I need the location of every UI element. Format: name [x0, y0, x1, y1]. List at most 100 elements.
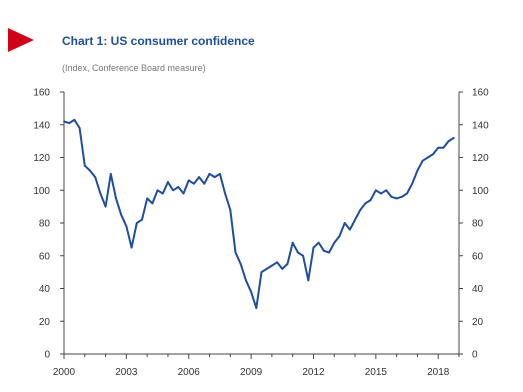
series-point [307, 279, 310, 282]
x-tick-label: 2006 [178, 367, 201, 378]
y-tick-label-left: 20 [39, 317, 51, 328]
y-tick-label-right: 160 [472, 88, 489, 99]
series-point [328, 251, 330, 254]
x-tick-label: 2012 [302, 367, 325, 378]
y-axis-right: 0 20 40 60 80 100 120 140 160 [459, 88, 489, 361]
series-point [239, 263, 242, 265]
series-point [359, 209, 362, 211]
series-point [255, 307, 258, 310]
series-point [177, 186, 180, 188]
series-point [432, 153, 434, 156]
x-axis: 2000 2003 2006 2009 2012 2015 2018 [53, 354, 460, 378]
series-point [260, 271, 263, 274]
series-point [120, 213, 123, 216]
series-point [161, 192, 164, 195]
series-line [63, 118, 455, 310]
series-point [172, 189, 175, 192]
series-point [229, 209, 232, 211]
series-point [99, 192, 102, 195]
y-tick-label-left: 80 [39, 219, 51, 230]
series-point [104, 205, 107, 208]
y-tick-label-right: 40 [472, 284, 484, 295]
series-point [213, 176, 216, 179]
series-point [63, 120, 65, 123]
y-tick-label-right: 100 [472, 186, 489, 197]
x-tick-label: 2018 [427, 367, 450, 378]
y-tick-label-right: 0 [472, 350, 478, 361]
series-point [400, 195, 403, 198]
series-point [135, 222, 138, 224]
series-point [146, 197, 149, 200]
series-point [338, 235, 341, 238]
series-point [245, 279, 247, 282]
series-point [234, 251, 237, 254]
y-axis-left: 0 20 40 60 80 100 120 140 160 [33, 88, 64, 361]
x-tick-label: 2009 [240, 367, 263, 378]
y-tick-label-left: 100 [33, 186, 50, 197]
series-point [421, 159, 424, 162]
series-point [167, 181, 169, 183]
series-point [317, 241, 320, 244]
series-point [395, 197, 398, 200]
series-point [406, 192, 408, 195]
series-point [281, 267, 284, 270]
series-point [224, 192, 227, 195]
series-point [343, 222, 346, 224]
series-point [390, 195, 393, 198]
series-point [354, 218, 356, 221]
series-point [380, 192, 382, 195]
series-point [296, 251, 299, 254]
series-point [125, 225, 128, 228]
y-tick-label-left: 60 [39, 251, 51, 262]
series-point [322, 249, 325, 252]
chart-axes [63, 92, 460, 355]
series-point [68, 122, 71, 125]
series-point [437, 146, 440, 149]
series-point [302, 254, 304, 257]
series-point [198, 176, 201, 179]
series-point [364, 202, 367, 205]
series-point [426, 156, 429, 159]
chart-title: Chart 1: US consumer confidence [62, 34, 255, 48]
x-tick-label: 2003 [115, 367, 138, 378]
title-marker-icon [8, 28, 34, 52]
y-tick-label-left: 120 [33, 153, 50, 164]
series-point [442, 146, 445, 149]
series-point [109, 172, 112, 175]
y-tick-label-left: 140 [33, 120, 50, 131]
series-point [369, 199, 372, 201]
x-tick-label: 2000 [53, 367, 76, 378]
series-point [348, 228, 351, 231]
series-point [182, 192, 185, 195]
series-point [312, 246, 315, 249]
series-point [94, 176, 97, 179]
series-point [203, 182, 206, 185]
series-group [63, 118, 455, 310]
series-point [89, 169, 91, 172]
series-point [447, 140, 450, 143]
series-point [156, 189, 159, 192]
series-point [151, 202, 154, 205]
y-tick-label-right: 60 [472, 251, 484, 262]
series-point [115, 197, 117, 200]
series-point [193, 182, 195, 185]
series-point [73, 118, 76, 121]
series-point [187, 179, 190, 182]
series-point [130, 246, 133, 249]
y-tick-label-left: 40 [39, 284, 51, 295]
series-point [250, 290, 253, 293]
y-tick-label-right: 20 [472, 317, 484, 328]
y-tick-label-right: 140 [472, 120, 489, 131]
series-point [416, 169, 419, 172]
series-point [78, 127, 81, 129]
series-point [452, 136, 455, 139]
y-tick-label-left: 0 [44, 350, 50, 361]
series-point [265, 267, 268, 270]
chart-subtitle: (Index, Conference Board measure) [62, 63, 206, 73]
series-point [411, 182, 414, 185]
y-tick-label-right: 120 [472, 153, 489, 164]
series-point [374, 189, 377, 192]
series-point [291, 241, 294, 244]
y-tick-label-left: 160 [33, 88, 50, 99]
